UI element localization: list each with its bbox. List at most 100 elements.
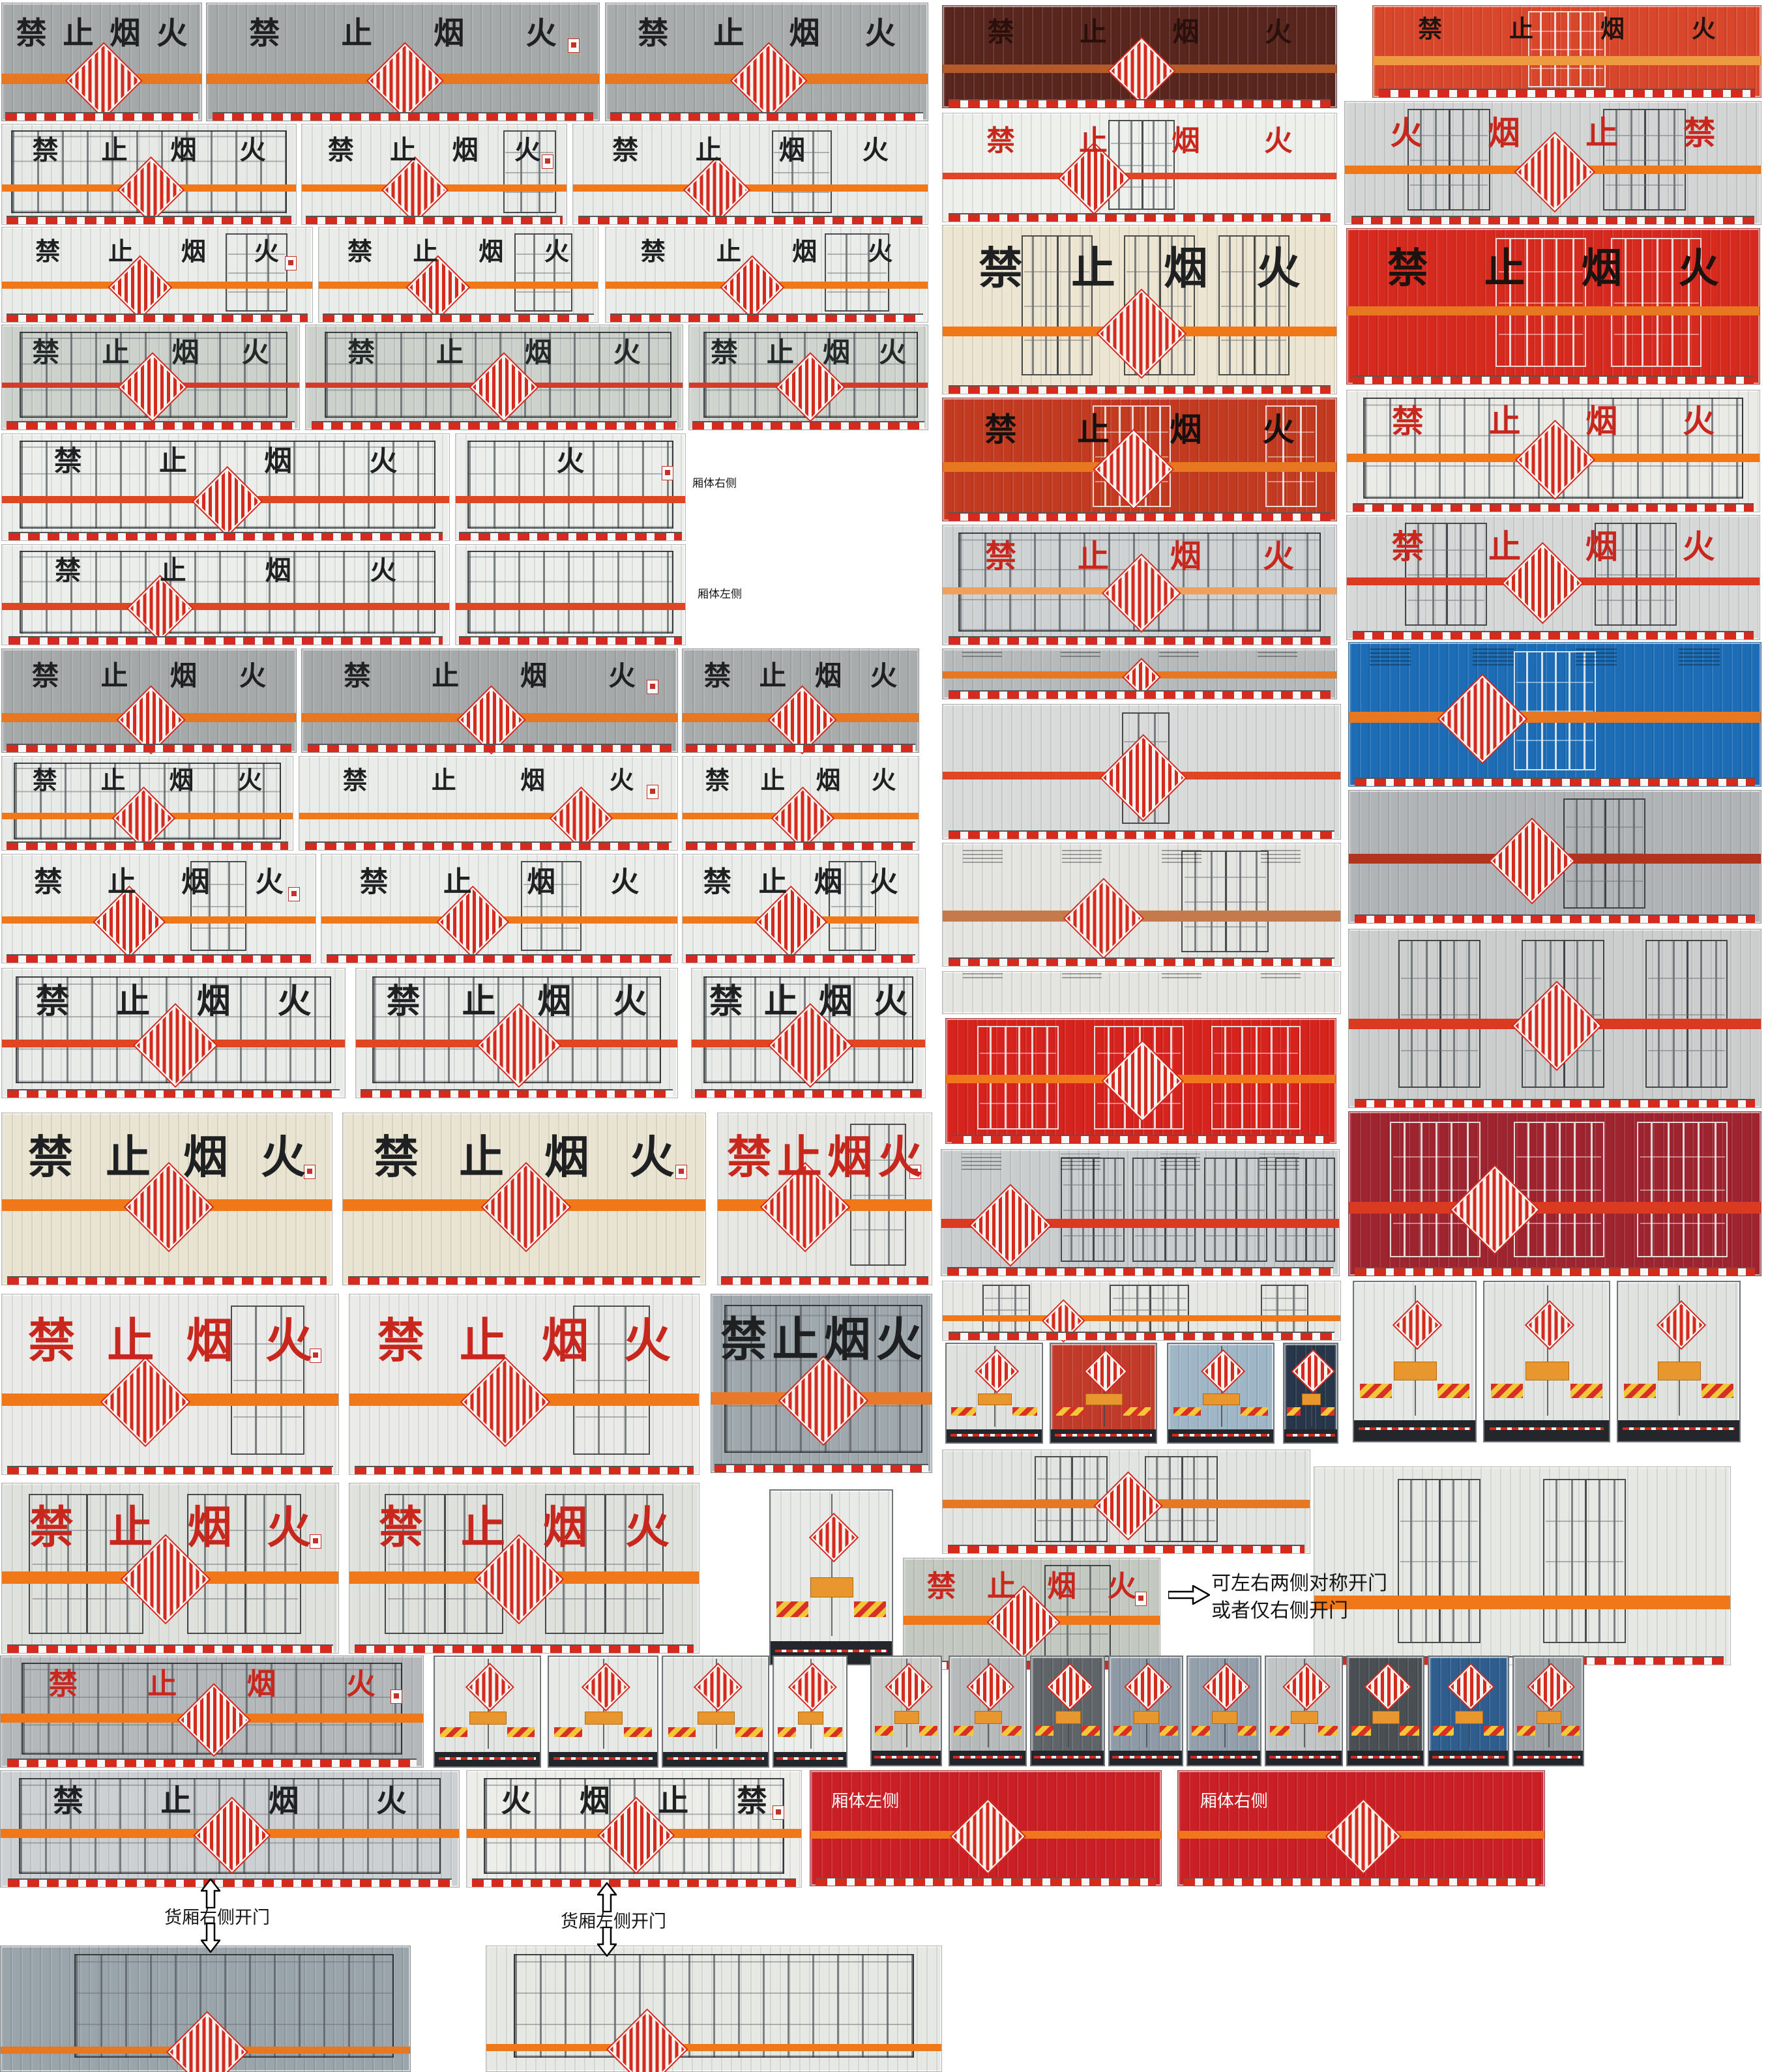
warning-stripe — [573, 184, 928, 192]
no-fireworks-slogan: 禁止烟火 — [583, 134, 917, 168]
orange-un-plate — [1301, 1393, 1321, 1406]
reflective-bumper-strip — [1378, 89, 1756, 97]
no-fireworks-slogan: 火烟止禁 — [477, 1781, 791, 1821]
truck-box-panel — [0, 1946, 411, 2072]
louver-vent — [1061, 1153, 1100, 1170]
rear-underrun-bar — [1514, 1751, 1583, 1765]
door-hinge-line — [1263, 1321, 1306, 1322]
corrugation-texture — [302, 124, 567, 224]
slogan-character: 止 — [1509, 15, 1534, 42]
door-hinge-line — [388, 1529, 500, 1531]
door-frame — [1404, 523, 1488, 626]
reflective-bumper-strip — [6, 216, 292, 224]
orange-un-plate — [698, 1712, 735, 1725]
slogan-character: 烟 — [1170, 412, 1202, 448]
slogan-character: 烟 — [1164, 244, 1208, 294]
slogan-character: 禁 — [705, 766, 730, 795]
rear-door-seam — [1415, 1285, 1416, 1416]
louver-vent — [1369, 647, 1411, 666]
door-hinge-line — [1392, 1189, 1478, 1191]
door-hinge-line — [32, 1564, 140, 1566]
slogan-character: 止 — [160, 555, 186, 585]
slogan-character: 烟 — [819, 983, 853, 1021]
orange-un-plate — [1211, 1711, 1238, 1725]
reflective-bumper-strip — [459, 636, 682, 645]
slogan-character: 禁 — [1391, 529, 1424, 566]
truck-box-panel — [942, 649, 1337, 699]
truck-box-panel: 禁止烟火 — [1, 1483, 339, 1654]
door-frame — [230, 1305, 305, 1455]
warning-stripe — [1373, 56, 1761, 66]
truck-box-panel: 禁止烟火 — [682, 756, 919, 851]
door-lock-rod — [1435, 1123, 1437, 1257]
reflective-bumper-strip — [949, 99, 1331, 108]
truck-box-panel — [486, 1946, 942, 2072]
reflective-bumper-strip — [7, 1089, 340, 1098]
slogan-character: 止 — [1079, 125, 1108, 158]
door-hinge-line — [576, 1416, 647, 1418]
truck-rear-view — [1030, 1656, 1105, 1766]
slogan-character: 止 — [1484, 246, 1525, 291]
louver-vent — [962, 650, 1002, 658]
door-lock-rod — [1404, 1123, 1406, 1257]
door-hinge-line — [984, 1298, 1028, 1300]
truck-box-panel — [942, 704, 1341, 839]
slogan-character: 烟 — [822, 336, 851, 368]
reflective-bumper-strip — [949, 512, 1331, 521]
slogan-character: 火 — [241, 336, 269, 368]
slogan-character: 禁 — [342, 766, 368, 795]
reflective-bumper-strip — [949, 830, 1334, 839]
slogan-character: 火 — [1682, 529, 1715, 566]
door-hinge-line — [228, 272, 286, 274]
slogan-character: 烟 — [171, 336, 199, 368]
slogan-character: 禁 — [27, 1315, 76, 1367]
reflective-bumper-strip — [949, 690, 1331, 699]
door-lock-rod — [1450, 1123, 1452, 1257]
slogan-character: 禁 — [926, 1570, 956, 1603]
door-frame — [1542, 1479, 1627, 1643]
slogan-character: 烟 — [264, 445, 293, 477]
reflective-bumper-strip — [686, 744, 915, 752]
slogan-character: 禁 — [985, 538, 1017, 574]
reflective-bumper-strip — [361, 1089, 673, 1098]
door-hinge-line — [1613, 334, 1699, 336]
no-fireworks-slogan: 禁止烟火 — [11, 864, 306, 901]
door-hinge-line — [1147, 1478, 1216, 1480]
slogan-character: 止 — [108, 237, 134, 266]
louver-vent — [1161, 972, 1201, 979]
truck-box-panel: 禁止烟火 — [688, 325, 928, 430]
reflective-bumper-strip — [8, 636, 443, 645]
truck-box-panel: 禁止烟火 — [0, 1656, 424, 1768]
no-fireworks-slogan: 禁止烟火 — [690, 765, 911, 797]
reflective-bumper-strip — [949, 636, 1331, 645]
truck-rear-view — [1167, 1343, 1274, 1444]
door-hinge-line — [1037, 1478, 1106, 1480]
louver-vent — [1260, 1153, 1299, 1170]
no-fireworks-slogan: 禁止烟火 — [11, 334, 291, 370]
slogan-character: 禁 — [32, 135, 59, 165]
door-hinge-line — [228, 291, 286, 293]
door-lock-rod — [1467, 1123, 1469, 1257]
truck-box-panel: 禁止烟火 — [1346, 515, 1760, 640]
slogan-character: 禁 — [736, 1783, 767, 1818]
reflective-bumper-strip — [715, 1464, 928, 1472]
warning-stripe — [1347, 306, 1760, 316]
door-hinge-line — [1401, 978, 1478, 980]
slogan-character: 禁 — [32, 766, 57, 795]
slogan-character: 烟 — [110, 16, 141, 51]
door-hinge-line — [1516, 1156, 1602, 1158]
orange-un-plate — [1133, 1711, 1160, 1725]
door-lock-rod — [1554, 652, 1557, 769]
orange-un-plate — [584, 1712, 623, 1725]
door-frame — [573, 1305, 650, 1455]
reflective-bumper-strip — [348, 1276, 700, 1285]
door-lock-rod — [1651, 1123, 1653, 1257]
rear-underrun-bar — [1168, 1429, 1273, 1442]
no-fireworks-slogan: 禁止烟火 — [615, 14, 918, 53]
slogan-character: 止 — [108, 866, 136, 899]
door-hinge-line — [984, 1321, 1028, 1322]
slogan-character: 火 — [1678, 246, 1719, 291]
truck-box-panel — [1348, 1111, 1761, 1276]
door-lock-rod — [1580, 12, 1582, 86]
slogan-character: 禁 — [35, 983, 70, 1021]
